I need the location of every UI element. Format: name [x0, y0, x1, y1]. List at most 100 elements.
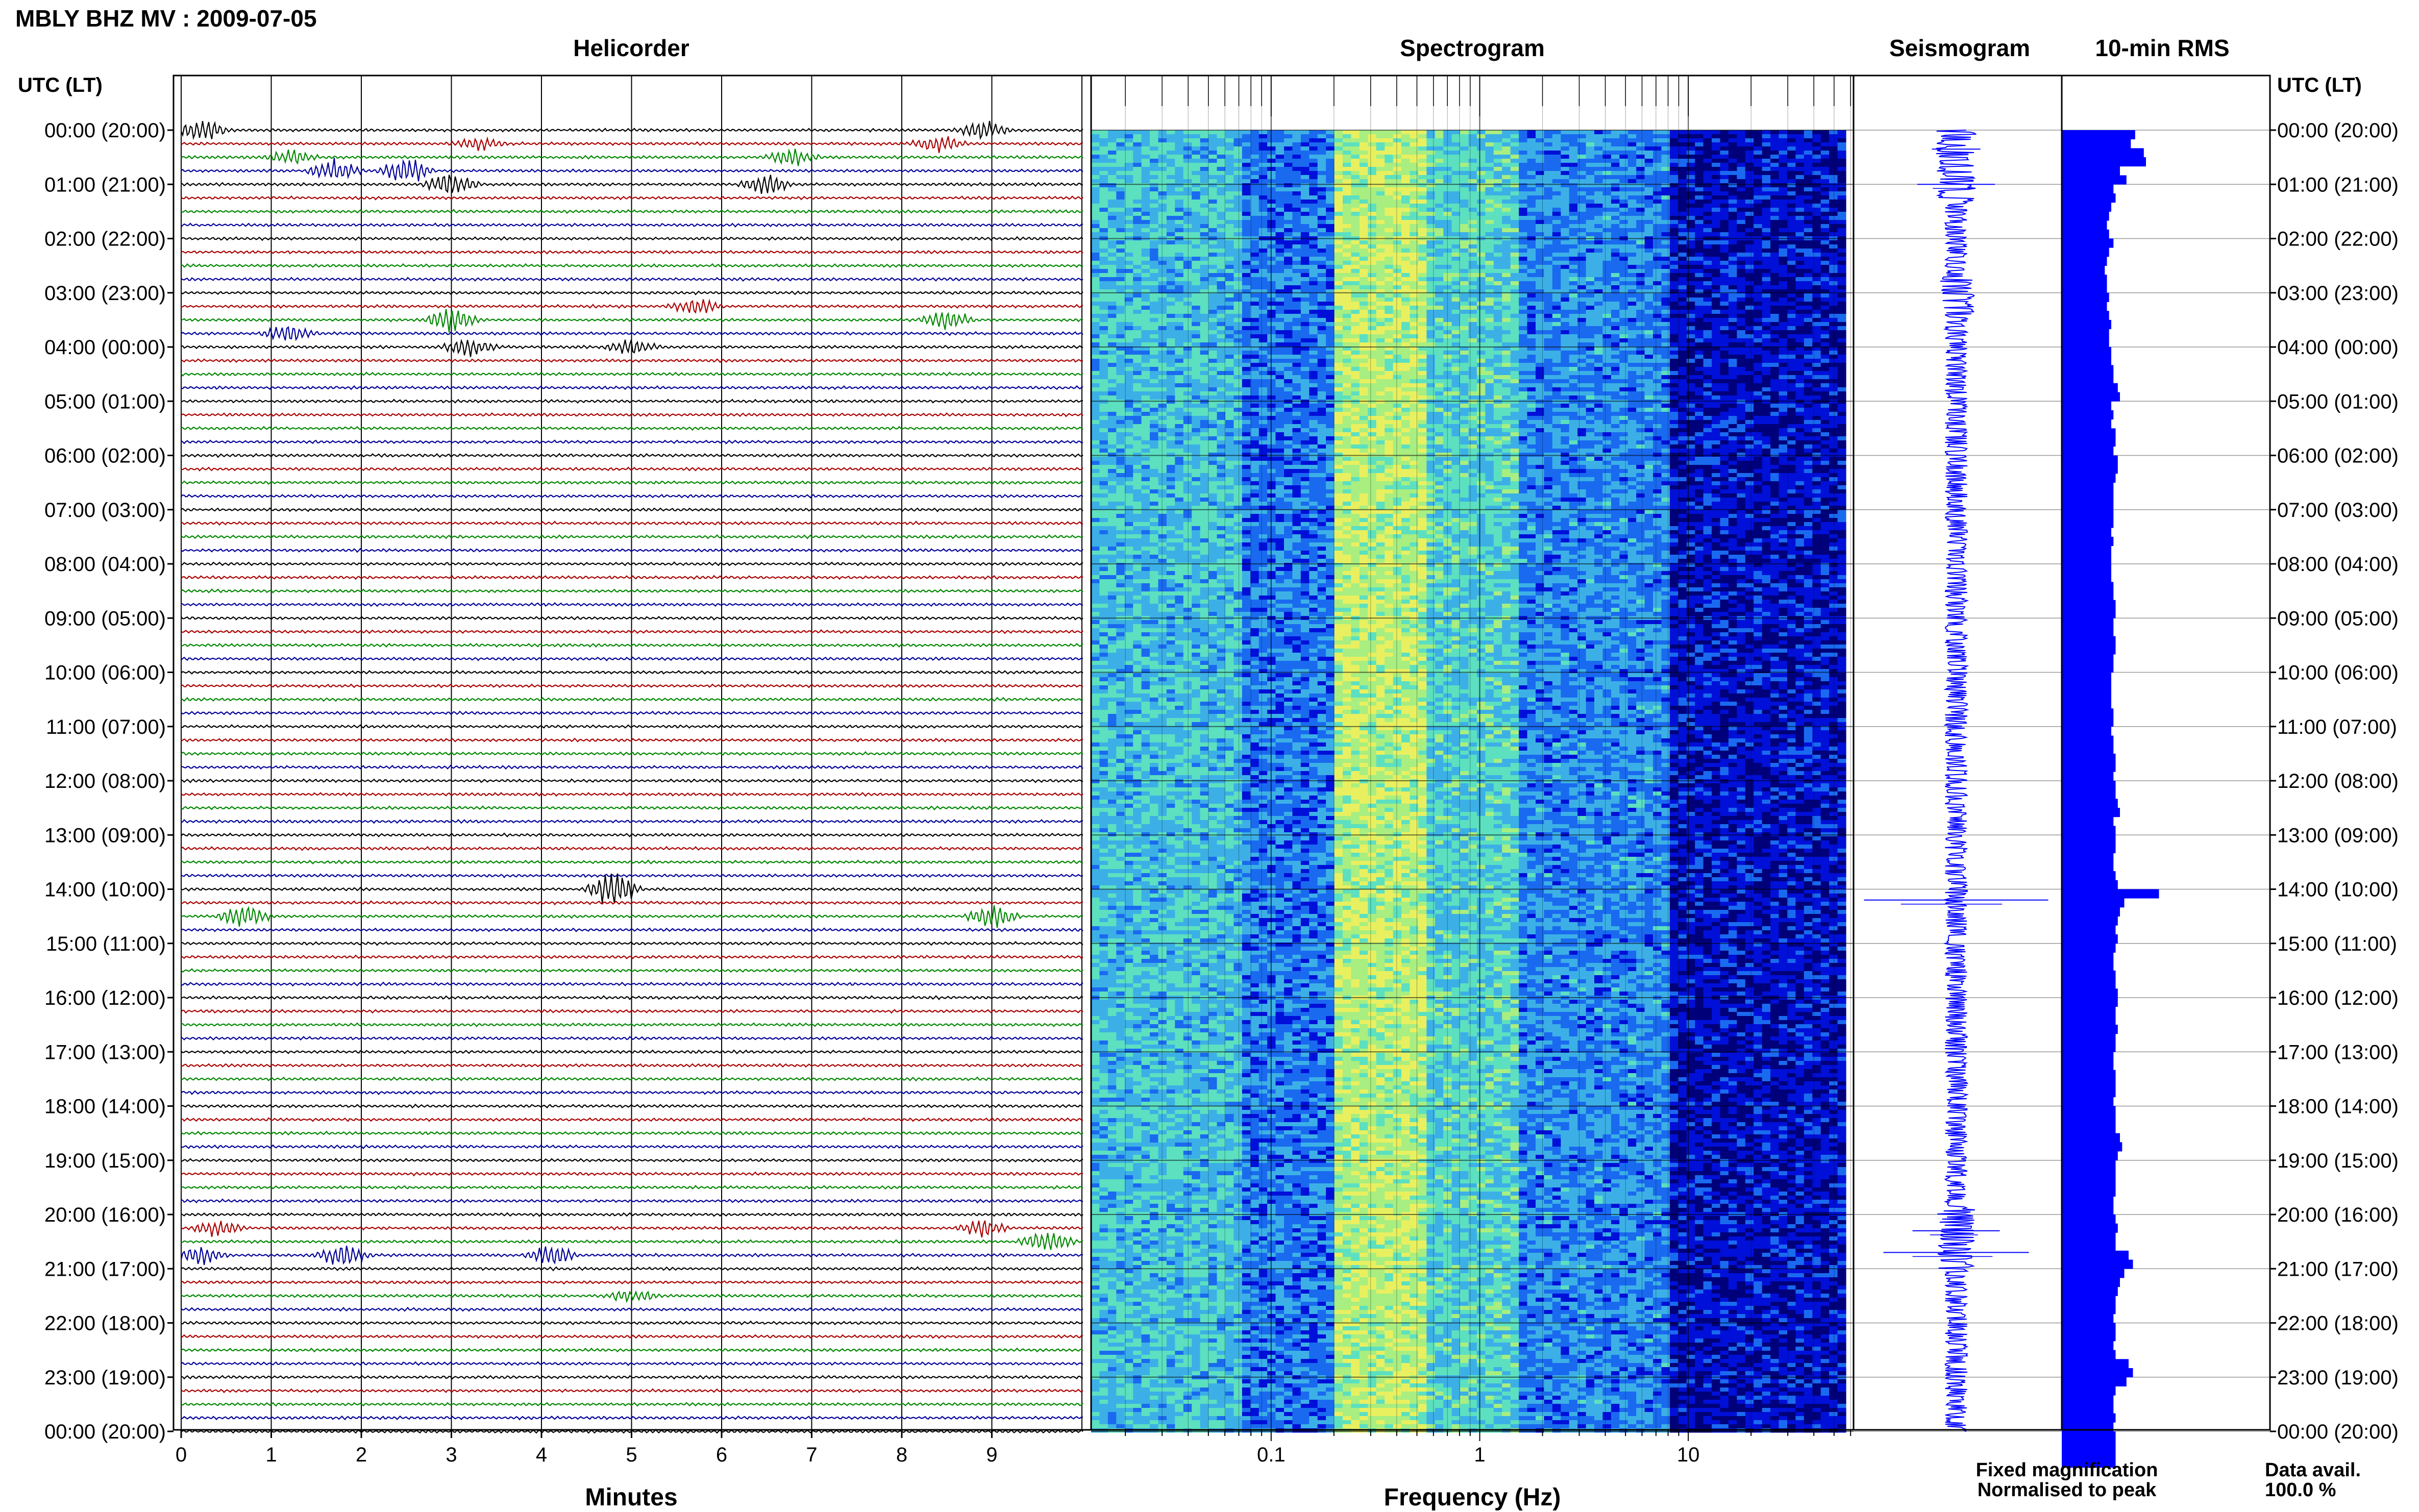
spectrogram-cell	[1426, 167, 1435, 171]
spectrogram-cell	[1125, 142, 1133, 147]
spectrogram-cell	[1142, 146, 1150, 151]
spectrogram-cell	[1494, 191, 1502, 196]
spectrogram-cell	[1418, 134, 1427, 139]
spectrogram-cell	[1452, 191, 1461, 196]
spectrogram-cell	[1829, 175, 1838, 180]
spectrogram-cell	[1536, 171, 1544, 176]
spectrogram-cell	[1426, 138, 1435, 143]
spectrogram-cell	[1485, 146, 1494, 151]
spectrogram-cell	[1779, 159, 1788, 163]
spectrogram-cell	[1418, 155, 1427, 159]
spectrogram-cell	[1099, 171, 1108, 176]
spectrogram-cell	[1511, 171, 1519, 176]
spectrogram-cell	[1536, 130, 1544, 135]
spectrogram-cell	[1754, 179, 1762, 184]
spectrogram-cell	[1360, 175, 1368, 180]
spectrogram-cell	[1485, 195, 1494, 200]
spectrogram-cell	[1745, 146, 1754, 151]
spectrogram-cell	[1704, 171, 1712, 176]
spectrogram-cell	[1628, 134, 1637, 139]
spectrogram-cell	[1284, 163, 1293, 167]
spectrogram-cell	[1259, 134, 1268, 139]
spectrogram-cell	[1795, 130, 1804, 135]
spectrogram-cell	[1435, 179, 1444, 184]
spectrogram-cell	[1242, 171, 1251, 176]
spectrogram-cell	[1821, 146, 1830, 151]
spectrogram-cell	[1628, 179, 1637, 184]
spectrogram-cell	[1653, 146, 1662, 151]
spectrogram-cell	[1276, 167, 1285, 171]
time-label-left: 17:00 (13:00)	[44, 1041, 166, 1063]
spectrogram-cell	[1284, 130, 1293, 135]
spectrogram-cell	[1142, 155, 1150, 159]
spectrogram-cell	[1318, 155, 1326, 159]
spectrogram-cell	[1821, 155, 1830, 159]
spectrogram-cell	[1779, 130, 1788, 135]
spectrogram-cell	[1259, 146, 1268, 151]
spectrogram-cell	[1250, 163, 1259, 167]
spectrogram-cell	[1167, 187, 1175, 192]
spectrogram-cell	[1435, 163, 1444, 167]
spectrogram-cell	[1787, 159, 1796, 163]
spectrogram-cell	[1150, 146, 1158, 151]
spectrogram-cell	[1208, 191, 1217, 196]
spectrogram-cell	[1729, 171, 1737, 176]
time-label-right: 19:00 (15:00)	[2277, 1150, 2399, 1172]
spectrogram-cell	[1376, 191, 1385, 196]
spectrogram-cell	[1351, 146, 1360, 151]
spectrogram-cell	[1360, 142, 1368, 147]
spectrogram-cell	[1150, 134, 1158, 139]
spectrogram-cell	[1829, 155, 1838, 159]
spectrogram-cell	[1519, 195, 1527, 200]
spectrogram-cell	[1729, 159, 1737, 163]
spectrogram-cell	[1326, 195, 1335, 200]
spectrogram-cell	[1536, 187, 1544, 192]
spectrogram-cell	[1779, 179, 1788, 184]
spectrogram-cell	[1704, 159, 1712, 163]
spectrogram-cell	[1695, 151, 1704, 155]
spectrogram-cell	[1376, 175, 1385, 180]
spectrogram-cell	[1208, 146, 1217, 151]
spectrogram-cell	[1183, 134, 1192, 139]
spectrogram-cell	[1318, 130, 1326, 135]
spectrogram-cell	[1737, 171, 1745, 176]
spectrogram-cell	[1602, 151, 1611, 155]
spectrogram-cell	[1242, 155, 1251, 159]
spectrogram-cell	[1301, 138, 1310, 143]
spectrogram-cell	[1619, 159, 1628, 163]
spectrogram-cell	[1611, 191, 1620, 196]
spectrogram-cell	[1208, 187, 1217, 192]
spectrogram-cell	[1586, 130, 1595, 135]
spectrogram-cell	[1821, 142, 1830, 147]
spectrogram-cell	[1645, 191, 1653, 196]
spectrogram-cell	[1167, 179, 1175, 184]
spectrogram-cell	[1754, 142, 1762, 147]
spectrogram-cell	[1200, 191, 1209, 196]
spectrogram-cell	[1477, 175, 1486, 180]
spectrogram-cell	[1494, 151, 1502, 155]
spectrogram-cell	[1586, 195, 1595, 200]
spectrogram-cell	[1217, 138, 1226, 143]
spectrogram-cell	[1401, 171, 1410, 176]
spectrogram-cell	[1250, 134, 1259, 139]
spectrogram-cell	[1309, 175, 1318, 180]
spectrogram-cell	[1737, 175, 1745, 180]
spectrogram-cell	[1385, 179, 1393, 184]
spectrogram-cell	[1821, 187, 1830, 192]
spectrogram-cell	[1544, 159, 1552, 163]
spectrogram-cell	[1351, 187, 1360, 192]
spectrogram-cell	[1712, 191, 1720, 196]
spectrogram-cell	[1091, 187, 1100, 192]
spectrogram-cell	[1636, 138, 1645, 143]
spectrogram-cell	[1485, 134, 1494, 139]
spectrogram-cell	[1443, 138, 1452, 143]
spectrogram-cell	[1326, 138, 1335, 143]
spectrogram-cell	[1284, 155, 1293, 159]
spectrogram-cell	[1452, 130, 1461, 135]
spectrogram-cell	[1200, 134, 1209, 139]
spectrogram-cell	[1292, 195, 1301, 200]
spectrogram-cell	[1460, 142, 1469, 147]
spectrogram-cell	[1745, 163, 1754, 167]
spectrogram-cell	[1485, 187, 1494, 192]
spectrogram-cell	[1200, 163, 1209, 167]
